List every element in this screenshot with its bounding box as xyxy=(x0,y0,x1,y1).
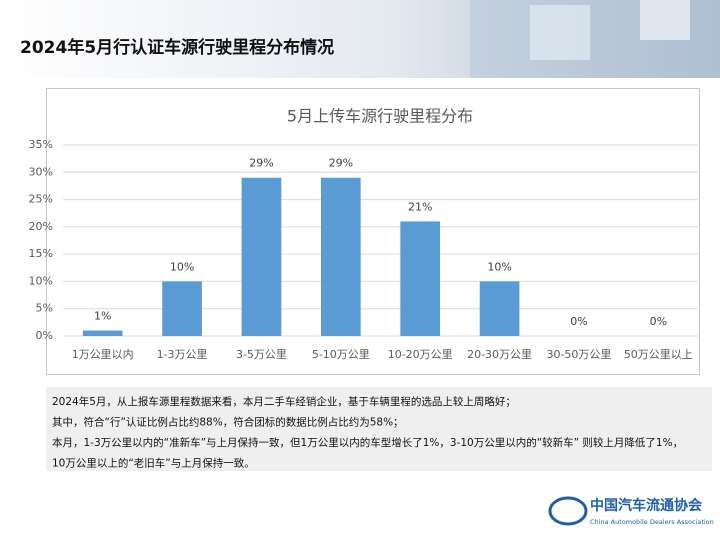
data-label: 0% xyxy=(650,315,667,328)
note-line: 其中，符合“行”认证比例占比约88%，符合团标的数据比例占比约为58%； xyxy=(52,416,404,429)
notes-box xyxy=(46,387,712,471)
x-tick-label: 20-30万公里 xyxy=(467,348,532,361)
data-label: 29% xyxy=(329,157,353,170)
logo-mark xyxy=(548,496,588,526)
logo: 中国汽车流通协会 China Automobile Dealers Associ… xyxy=(548,496,714,526)
x-tick-label: 10-20万公里 xyxy=(388,348,453,361)
y-tick-label: 0% xyxy=(36,329,53,342)
data-label: 21% xyxy=(408,200,432,213)
x-tick-label: 1-3万公里 xyxy=(157,348,208,361)
bar xyxy=(320,177,361,336)
x-tick-label: 5-10万公里 xyxy=(312,348,370,361)
chart-frame xyxy=(46,88,700,375)
header-image xyxy=(530,5,590,60)
logo-name: 中国汽车流通协会 xyxy=(590,497,703,514)
x-tick-label: 3-5万公里 xyxy=(236,348,287,361)
x-tick-label: 1万公里以内 xyxy=(72,347,134,361)
bar xyxy=(241,177,282,336)
data-label: 1% xyxy=(94,310,111,323)
bar xyxy=(400,221,441,336)
y-tick-label: 30% xyxy=(29,165,53,178)
y-tick-label: 20% xyxy=(29,220,53,233)
note-line: 本月，1-3万公里以内的“准新车”与上月保持一致，但1万公里以内的车型增长了1%… xyxy=(52,436,683,449)
bar xyxy=(479,281,520,336)
x-tick-label: 30-50万公里 xyxy=(546,348,611,361)
bar xyxy=(162,281,202,336)
data-label: 29% xyxy=(249,157,273,170)
page-title: 2024年5月行认证车源行驶里程分布情况 xyxy=(20,37,334,58)
x-tick-label: 50万公里以上 xyxy=(624,348,693,361)
bar xyxy=(82,330,123,336)
note-line: 10万公里以上的“老旧车”与上月保持一致。 xyxy=(52,457,255,470)
note-line: 2024年5月，从上报车源里程数据来看，本月二手车经销企业，基于车辆里程的选品上… xyxy=(52,395,516,408)
y-tick-label: 15% xyxy=(29,247,53,260)
y-tick-label: 25% xyxy=(29,193,53,206)
chart-title: 5月上传车源行驶里程分布 xyxy=(287,107,473,126)
logo-english: China Automobile Dealers Association xyxy=(590,518,714,526)
y-tick-label: 5% xyxy=(36,302,53,315)
data-label: 10% xyxy=(487,260,511,273)
data-label: 0% xyxy=(570,315,587,328)
header-image xyxy=(640,0,690,40)
y-tick-label: 10% xyxy=(29,274,53,287)
data-label: 10% xyxy=(170,260,194,273)
y-tick-label: 35% xyxy=(29,138,53,151)
